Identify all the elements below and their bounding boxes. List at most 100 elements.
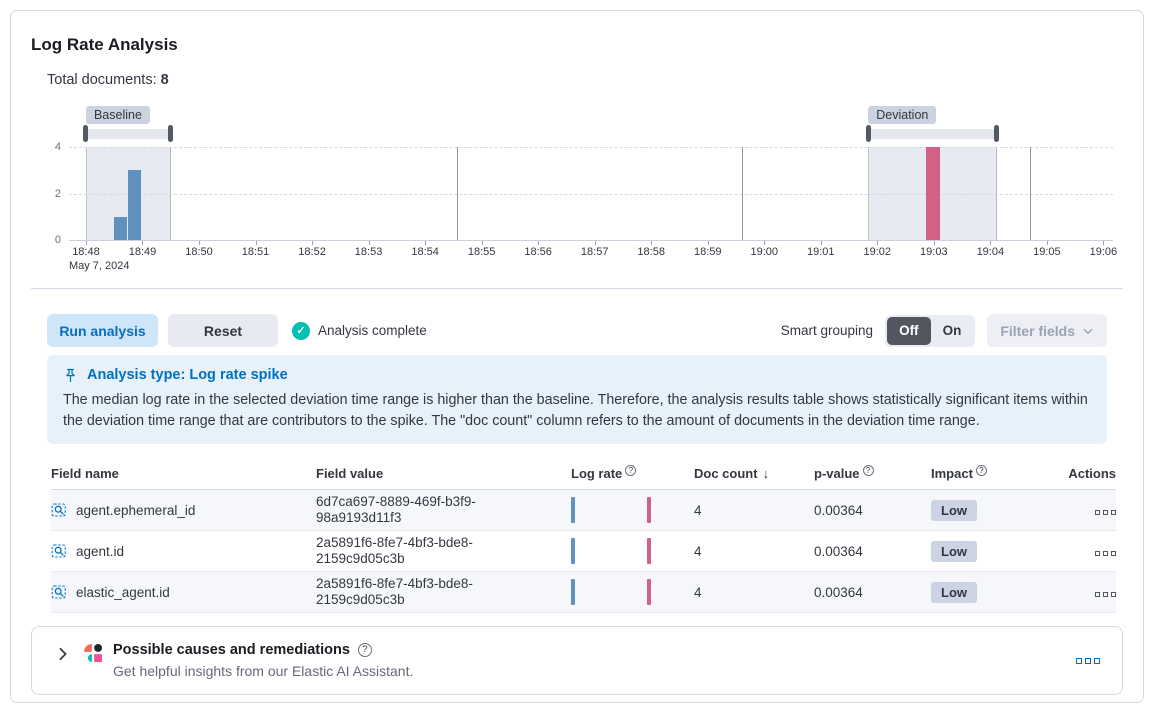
x-axis-label: 18:56 [524,246,552,258]
x-axis-label: 18:51 [241,246,270,258]
baseline-badge: Baseline [85,106,150,124]
col-p-value[interactable]: p-value? [814,454,931,490]
x-axis-label: 18:57 [580,246,609,258]
table-row: agent.ephemeral_id 6d7ca697-8889-469f-b3… [51,489,1116,531]
row-actions-icon[interactable] [1095,591,1116,597]
col-impact[interactable]: Impact? [931,454,1061,490]
x-axis-label: 18:52 [298,246,326,258]
impact-badge: Low [931,499,977,521]
log-rate-mini-chart [571,538,653,564]
x-axis-label: 19:04 [976,246,1005,258]
mini-baseline-bar [571,497,575,523]
x-axis-tick [707,241,709,245]
deviation-brush-handle-left[interactable] [865,125,871,142]
deviation-doc-count-bar [926,147,940,240]
total-documents-value: 8 [160,72,169,88]
field-name: agent.id [76,543,125,559]
field-name: agent.ephemeral_id [76,502,196,518]
field-stats-icon[interactable] [51,543,67,559]
x-axis-tick [199,241,200,245]
smart-grouping-on[interactable]: On [942,323,962,338]
check-circle-icon: ✓ [292,321,310,340]
divider [31,288,1123,289]
pin-icon [66,368,75,382]
filter-fields-button[interactable]: Filter fields [987,314,1107,347]
expand-chevron-right-icon[interactable] [54,645,72,666]
mini-baseline-bar [571,538,575,564]
baseline-brush-handle-left[interactable] [83,125,89,142]
total-documents-label: Total documents: [47,72,157,88]
baseline-brush[interactable] [85,129,171,139]
info-icon[interactable]: ? [625,465,637,476]
deviation-brush[interactable] [868,129,997,139]
x-axis-tick [1046,241,1048,245]
field-stats-icon[interactable] [51,584,67,600]
y-gridline [69,147,1113,148]
possible-causes-panel: Possible causes and remediations ? Get h… [31,626,1123,695]
analysis-status: ✓ Analysis complete [292,321,427,340]
y-axis-label: 0 [54,234,61,246]
log-rate-analysis-panel: Log Rate Analysis Total documents: 8 Bas… [10,10,1144,703]
help-icon[interactable]: ? [357,643,372,657]
log-rate-mini-chart [571,579,653,605]
run-analysis-button[interactable]: Run analysis [47,314,158,347]
sort-desc-icon: ↓ [762,465,770,481]
x-axis-label: 19:02 [863,246,892,258]
mini-deviation-bar [647,538,651,564]
x-axis-label: 19:03 [920,246,948,258]
reset-button[interactable]: Reset [168,314,278,347]
p-value: 0.00364 [814,489,931,531]
y-axis-label: 4 [54,141,61,153]
y-gridline [69,240,1113,241]
deviation-brush-handle-right[interactable] [994,125,1000,142]
possible-causes-subtitle: Get helpful insights from our Elastic AI… [113,663,414,679]
field-stats-icon[interactable] [51,502,67,518]
baseline-doc-count-bar [114,216,128,240]
y-axis-label: 2 [54,187,61,200]
x-axis-tick [538,241,540,245]
x-axis-label: 18:58 [637,246,665,258]
x-axis-label: 18:53 [354,246,383,258]
baseline-doc-count-bar [128,170,142,240]
col-field-name[interactable]: Field name [51,454,316,490]
x-axis-tick [594,241,596,245]
page-title: Log Rate Analysis [31,35,178,54]
x-axis-label: 18:48 [72,246,100,258]
callout-title: Analysis type: Log rate spike [87,367,288,383]
x-axis-tick [651,241,653,245]
panel-actions-icon[interactable] [1076,657,1100,664]
deviation-badge: Deviation [868,106,937,124]
col-doc-count[interactable]: Doc count ↓ [694,454,814,490]
doc-count-value: 4 [694,489,814,531]
toolbar: Run analysis Reset ✓ Analysis complete S… [47,314,1107,347]
col-field-value[interactable]: Field value [316,454,571,490]
x-axis-label: 18:49 [128,246,157,258]
possible-causes-text: Possible causes and remediations ? Get h… [113,642,413,679]
analysis-results-table: Field name Field value Log rate? Doc cou… [51,454,1116,613]
x-axis-tick [425,241,427,245]
x-axis-label: 18:59 [693,246,722,258]
log-rate-histogram-chart: Baseline Deviation 0 2 4 18:48 18:49 18:50 18:51… [47,105,1123,277]
table-row: elastic_agent.id 2a5891f6-8fe7-4bf3-bde8… [51,571,1116,613]
field-value: 6d7ca697-8889-469f-b3f9-98a9193d11f3 [316,494,476,525]
x-axis-tick [820,241,822,245]
row-actions-icon[interactable] [1095,509,1116,515]
x-axis-tick [1103,241,1105,245]
row-actions-icon[interactable] [1095,550,1116,556]
info-icon[interactable]: ? [975,465,987,476]
info-icon[interactable]: ? [862,465,874,476]
col-log-rate[interactable]: Log rate? [571,454,694,490]
x-axis-date-label: May 7, 2024 [68,260,130,272]
x-axis-tick [368,241,370,245]
smart-grouping-off[interactable]: Off [887,316,931,345]
callout-body: The median log rate in the selected devi… [63,392,1088,429]
x-gridline [1030,147,1032,240]
x-axis-label: 19:06 [1089,246,1118,258]
doc-count-value: 4 [694,530,814,572]
ai-assistant-icon [84,644,102,662]
y-gridline [69,193,1113,195]
p-value: 0.00364 [814,571,931,613]
baseline-brush-handle-right[interactable] [168,125,174,142]
impact-badge: Low [931,581,977,603]
p-value: 0.00364 [814,530,931,572]
